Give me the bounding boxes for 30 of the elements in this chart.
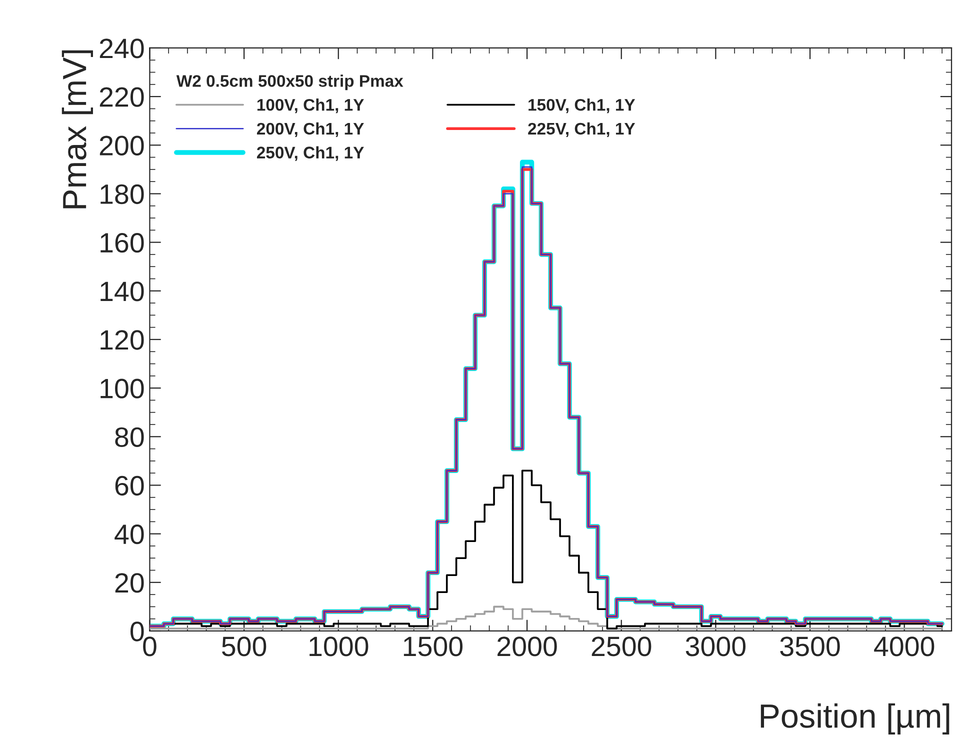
- y-tick-label: 240: [100, 38, 144, 58]
- x-tick-label: 500: [222, 636, 266, 656]
- legend-label: 225V, Ch1, 1Y: [528, 122, 636, 138]
- legend-label: 150V, Ch1, 1Y: [528, 98, 636, 114]
- x-axis-title: Position [µm]: [760, 703, 950, 734]
- x-tick-label: 3500: [780, 636, 840, 656]
- legend-label: 100V, Ch1, 1Y: [257, 98, 364, 114]
- y-axis-title: Pmax [mV]: [62, 50, 93, 208]
- y-tick-label: 40: [114, 524, 144, 544]
- legend-label: 250V, Ch1, 1Y: [256, 146, 364, 161]
- y-tick-label: 60: [115, 476, 144, 496]
- y-tick-label: 80: [115, 427, 144, 447]
- y-tick-label: 20: [115, 573, 144, 593]
- x-tick-label: 2500: [592, 636, 652, 656]
- y-tick-label: 220: [100, 87, 144, 107]
- y-tick-label: 180: [100, 184, 144, 204]
- x-tick-label: 2000: [498, 636, 557, 656]
- y-tick-label: 0: [130, 622, 144, 642]
- y-tick-label: 200: [100, 136, 144, 156]
- x-tick-label: 1000: [310, 636, 368, 656]
- x-tick-label: 3000: [686, 636, 746, 656]
- legend-label: 200V, Ch1, 1Y: [256, 122, 364, 138]
- x-tick-label: 4000: [874, 636, 934, 656]
- y-tick-label: 160: [100, 232, 144, 253]
- x-tick-label: 0: [143, 636, 156, 656]
- x-tick-label: 1500: [404, 636, 463, 656]
- y-tick-label: 100: [100, 378, 144, 398]
- y-tick-label: 120: [100, 330, 144, 350]
- y-tick-label: 140: [100, 282, 144, 302]
- legend-title: W2 0.5cm 500x50 strip Pmax: [176, 74, 404, 90]
